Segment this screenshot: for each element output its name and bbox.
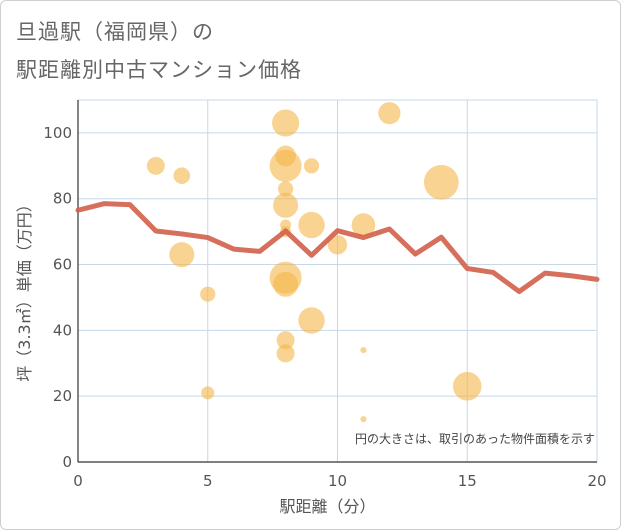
y-tick-label: 100: [43, 124, 72, 142]
bubble-point: [276, 344, 295, 363]
y-tick-label: 60: [53, 256, 72, 274]
bubble-point: [276, 331, 295, 350]
chart-note: 円の大きさは、取引のあった物件面積を示す: [355, 431, 595, 446]
bubble-point: [173, 167, 191, 184]
x-tick-label: 20: [587, 472, 606, 490]
bubble-point: [146, 156, 165, 175]
bubble-point: [298, 211, 325, 239]
bubble-point: [378, 102, 401, 125]
chart-title-line1: 旦過駅（福岡県）の: [16, 20, 214, 44]
average-price-line: [75, 201, 600, 295]
bubble-point: [201, 386, 215, 400]
y-tick-label: 40: [53, 321, 72, 339]
bubble-point: [169, 242, 195, 268]
bubble-point: [453, 372, 482, 401]
x-tick-label: 15: [458, 472, 477, 490]
bubble-point: [351, 213, 376, 237]
bubble-point: [269, 149, 302, 182]
y-tick-label: 80: [53, 190, 72, 208]
bubble-point: [423, 164, 459, 200]
bubble-point: [273, 271, 299, 297]
y-tick-label: 20: [53, 387, 72, 405]
bubble-point: [303, 158, 320, 174]
bubble-point: [200, 286, 216, 302]
y-axis-label: 坪（3.3㎡）単価（万円）: [15, 196, 34, 381]
x-tick-label: 5: [203, 472, 213, 490]
bubble-point: [360, 347, 367, 354]
bubble-point: [273, 192, 299, 218]
bubble-point: [360, 416, 367, 423]
chart-title-line2: 駅距離別中古マンション価格: [16, 58, 302, 82]
x-axis-label: 駅距離（分）: [279, 497, 375, 516]
bubble-point: [272, 109, 300, 137]
bubble-point: [278, 181, 294, 197]
y-tick-label: 0: [62, 453, 72, 471]
bubble-point: [327, 235, 348, 255]
x-tick-label: 0: [73, 472, 83, 490]
x-tick-label: 10: [328, 472, 347, 490]
bubble-point: [298, 307, 325, 334]
